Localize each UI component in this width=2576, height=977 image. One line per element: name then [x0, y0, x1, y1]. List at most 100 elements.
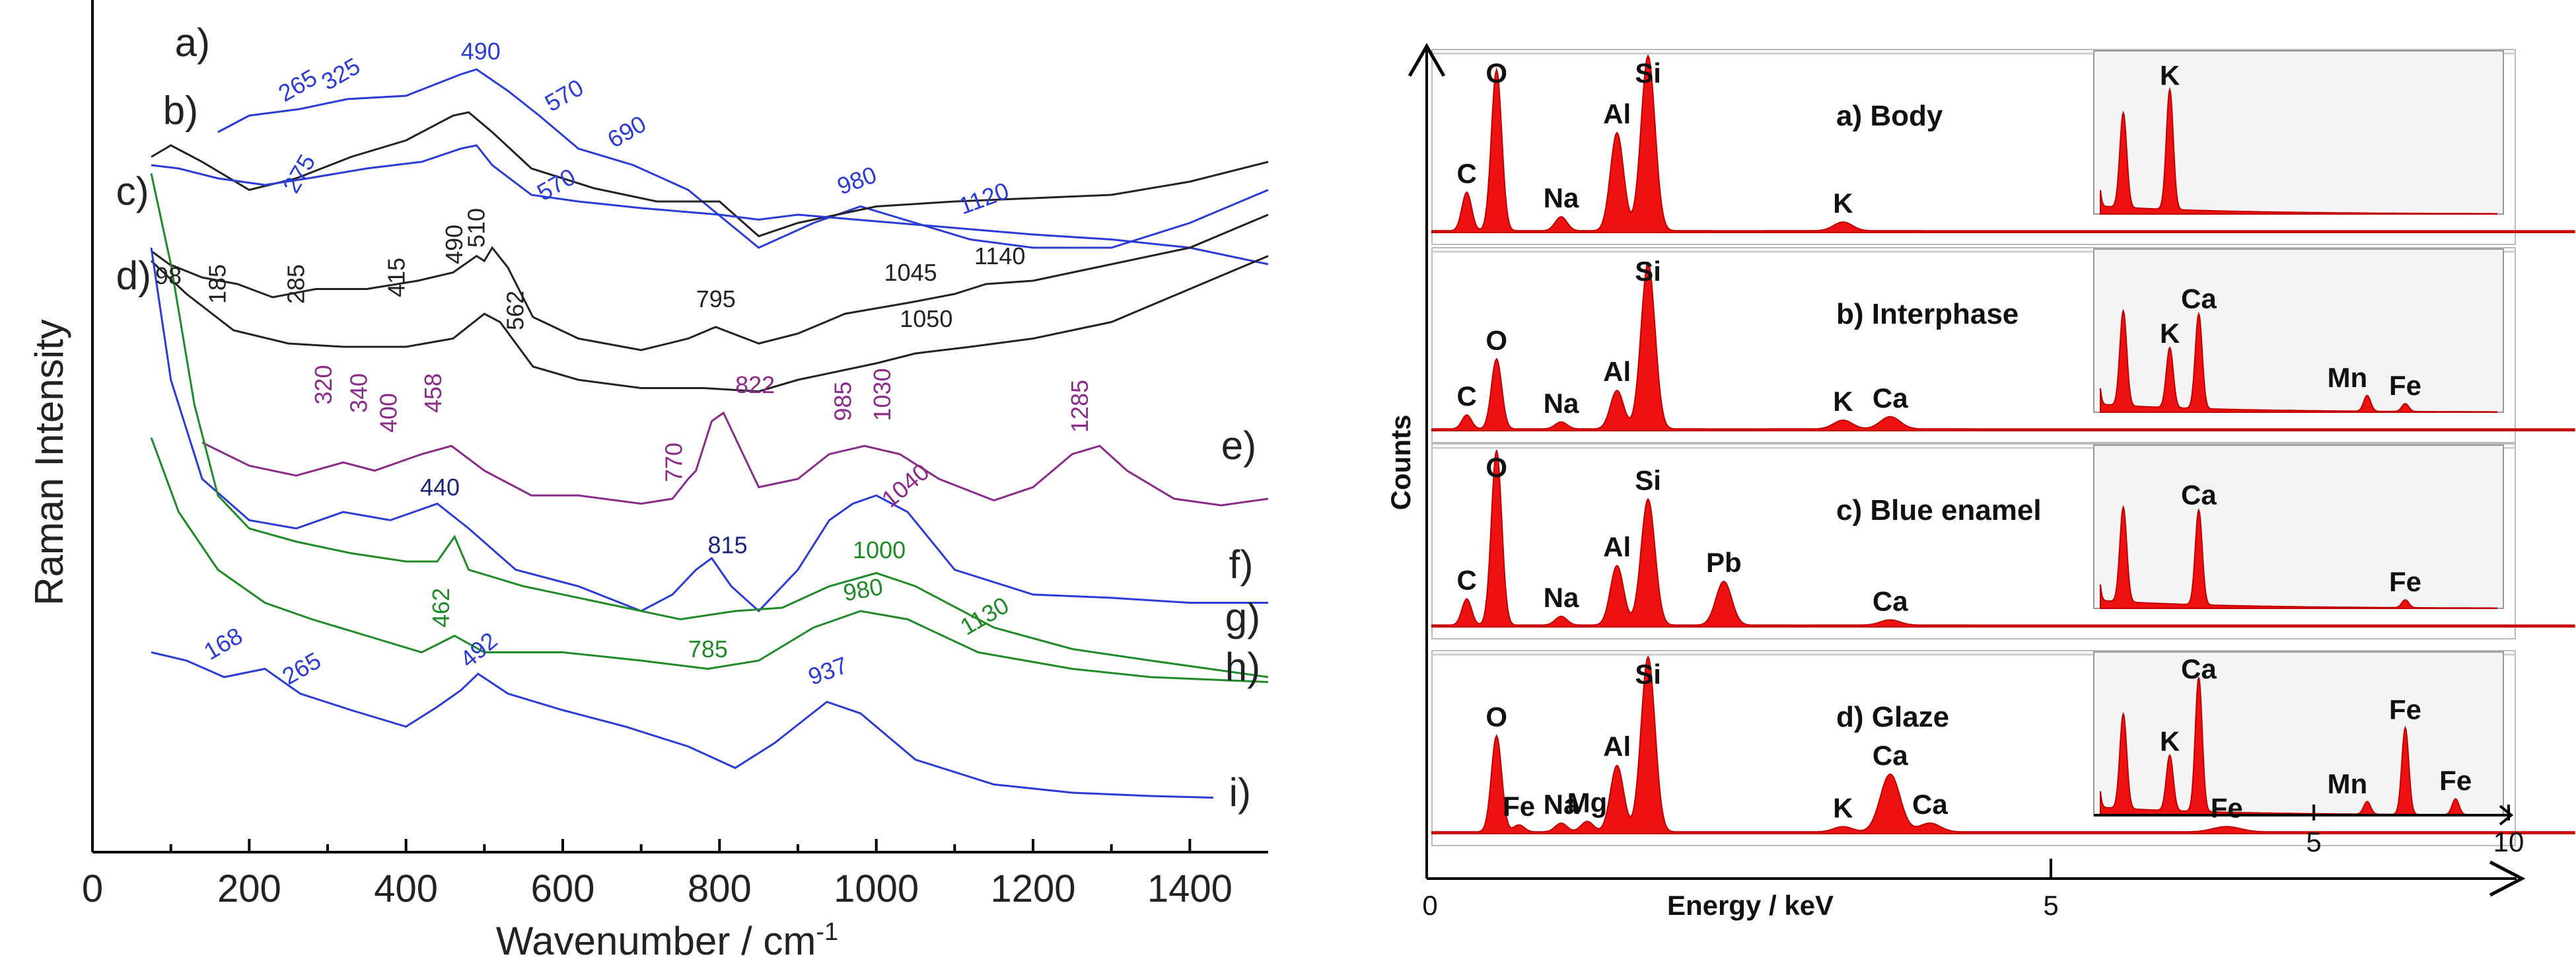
raman-peak-label: 785: [688, 635, 728, 663]
edx-inset-peak-label: K: [2160, 725, 2180, 756]
raman-peak-label: 1040: [877, 458, 935, 513]
raman-x-label: Wavenumber / cm-1: [496, 918, 838, 963]
raman-series-label: b): [163, 89, 198, 133]
raman-peak-label: 325: [317, 52, 365, 96]
edx-panel-3: c) Blue enamel C O Na Al Si Pb Ca Ca Fe: [1431, 443, 2575, 639]
raman-series-label: d): [116, 254, 151, 298]
raman-peak-label: 285: [282, 264, 309, 304]
raman-series-label: h): [1225, 645, 1260, 689]
raman-peak-label: 1140: [974, 242, 1025, 270]
raman-peak-label: 1045: [884, 259, 937, 286]
edx-spectrum: [1431, 261, 2575, 431]
edx-x-label: Energy / keV: [1667, 890, 1834, 921]
raman-peak-label: 1000: [853, 536, 906, 563]
edx-peak-label: Ca: [1873, 740, 1908, 771]
edx-panel-title: a) Body: [1836, 100, 1943, 132]
raman-x-tick-label: 1400: [1147, 867, 1233, 910]
raman-peak-label: 415: [382, 258, 410, 297]
edx-inset-spectrum: [2100, 505, 2497, 609]
edx-y-arrowhead: [1408, 43, 1446, 77]
raman-peak-label: 492: [454, 627, 502, 673]
edx-panel-title: c) Blue enamel: [1836, 494, 2042, 526]
edx-inset-tick-label: 5: [2306, 826, 2321, 857]
raman-peak-label: 168: [199, 622, 248, 665]
raman-series-e: [201, 411, 1269, 507]
raman-peak-label: 570: [540, 73, 589, 117]
raman-peak-label: 937: [805, 651, 851, 690]
raman-peak-label: 320: [310, 365, 337, 404]
raman-peak-label: 1050: [900, 305, 952, 332]
edx-inset-peak-label: Ca: [2181, 283, 2217, 314]
edx-x-arrowhead: [2489, 860, 2526, 897]
edx-peak-label: Si: [1635, 57, 1661, 89]
raman-peak-label: 562: [502, 291, 529, 330]
edx-inset-spectrum: [2100, 87, 2497, 215]
raman-peak-label: 980: [834, 161, 880, 199]
edx-x-tick-label-0: 0: [1422, 890, 1437, 921]
edx-peak-label: O: [1485, 702, 1507, 733]
raman-x-tick-label: 600: [531, 867, 595, 910]
edx-peak-label: C: [1456, 158, 1476, 189]
raman-peak-label: 570: [532, 163, 581, 206]
edx-x-tick-label-5: 5: [2043, 890, 2058, 921]
edx-peak-label: Na: [1544, 388, 1579, 419]
edx-inset-frame: [2093, 50, 2504, 215]
raman-x-label-text: Wavenumber / cm: [496, 919, 816, 963]
raman-series-label: a): [175, 20, 210, 65]
edx-inset-arrowhead: [2499, 805, 2514, 826]
raman-peak-label: 822: [735, 371, 775, 398]
edx-inset-peak-label: Fe: [2389, 694, 2421, 725]
raman-series-d2: [150, 255, 1269, 393]
raman-y-label: Raman Intensity: [27, 319, 71, 606]
raman-series-label: i): [1229, 770, 1251, 814]
edx-inset-peak-label: Mn: [2328, 768, 2368, 799]
edx-peak-label: Al: [1603, 356, 1631, 387]
edx-peak-label: O: [1485, 324, 1507, 355]
raman-x-tick-label: 800: [688, 867, 752, 910]
raman-peak-label: 815: [708, 532, 748, 559]
edx-peak-label: Na: [1544, 182, 1579, 213]
edx-inset-frame: [2093, 248, 2504, 413]
edx-inset-peak-label: Fe: [2439, 765, 2472, 796]
raman-series-label: g): [1225, 595, 1260, 639]
raman-peak-label: 1120: [955, 177, 1013, 220]
edx-inset-axis: 5 10: [2094, 805, 2524, 857]
edx-peak-label: K: [1833, 386, 1853, 417]
edx-peak-label: O: [1485, 452, 1507, 483]
edx-panel-title: b) Interphase: [1836, 298, 2019, 330]
raman-peak-label: 340: [345, 373, 372, 413]
edx-peak-label: Si: [1635, 465, 1661, 496]
edx-inset-peak-label: Fe: [2389, 370, 2421, 401]
edx-peak-label: K: [1833, 188, 1853, 219]
edx-inset-peak-label: Ca: [2181, 480, 2217, 511]
raman-series-b: [151, 111, 1269, 238]
edx-peak-label: Si: [1635, 659, 1661, 690]
edx-inset-peak-label: K: [2160, 59, 2180, 90]
raman-series-g: [150, 173, 1269, 678]
edx-peak-label: Fe: [1503, 791, 1535, 822]
edx-peak-label: Al: [1603, 98, 1631, 129]
edx-panel-title: d) Glaze: [1836, 701, 1949, 733]
edx-peak-label: Na: [1544, 582, 1579, 613]
raman-series-f: [150, 247, 1268, 613]
edx-peak-label: O: [1485, 57, 1507, 89]
raman-series-label: e): [1221, 423, 1256, 468]
raman-peak-label: 462: [427, 588, 454, 628]
edx-inset-peak-label: Fe: [2389, 566, 2421, 597]
raman-peak-label: 490: [461, 38, 501, 65]
raman-peak-label: 490: [441, 225, 468, 264]
edx-peak-label: C: [1456, 565, 1476, 596]
edx-peak-label: Mg: [1567, 787, 1608, 818]
edx-peak-label: Ca: [1873, 585, 1908, 616]
raman-series-d1: [151, 213, 1269, 351]
edx-inset-peak-label: Ca: [2181, 653, 2217, 684]
raman-peak-label: 985: [830, 381, 857, 421]
raman-peak-label: 980: [841, 573, 884, 606]
edx-peak-label: Si: [1635, 256, 1661, 287]
raman-peak-label: 400: [375, 393, 402, 433]
